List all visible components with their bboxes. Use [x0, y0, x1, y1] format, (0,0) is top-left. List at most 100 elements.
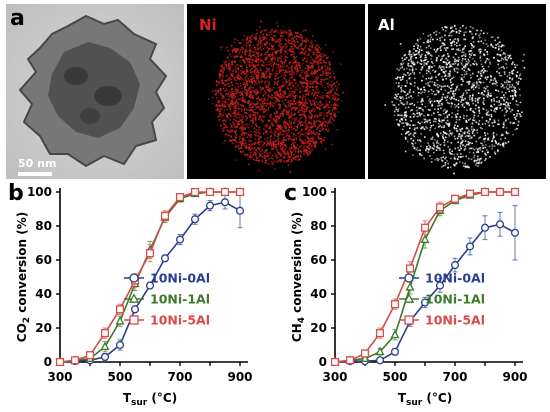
- map-pixel: [239, 91, 241, 94]
- map-pixel: [233, 103, 235, 105]
- map-pixel: [443, 131, 445, 134]
- map-pixel: [479, 77, 482, 80]
- map-pixel: [477, 150, 479, 152]
- map-pixel: [461, 99, 463, 102]
- map-pixel: [517, 83, 519, 85]
- map-pixel: [289, 84, 291, 86]
- map-pixel: [431, 55, 433, 57]
- map-pixel: [445, 99, 448, 102]
- map-pixel: [436, 57, 438, 59]
- map-pixel: [423, 115, 425, 117]
- map-pixel: [310, 140, 312, 142]
- map-pixel: [331, 70, 334, 73]
- map-pixel: [452, 56, 455, 59]
- map-pixel: [288, 110, 290, 113]
- map-pixel: [245, 90, 248, 93]
- map-pixel: [258, 34, 261, 37]
- map-pixel: [239, 69, 242, 72]
- map-pixel: [262, 33, 264, 36]
- map-pixel: [306, 123, 308, 126]
- map-pixel: [265, 144, 268, 146]
- map-pixel: [250, 71, 252, 74]
- map-pixel: [475, 62, 478, 65]
- map-pixel: [274, 51, 276, 53]
- map-pixel: [301, 40, 304, 42]
- map-pixel: [403, 54, 406, 57]
- map-pixel: [479, 48, 482, 50]
- map-pixel: [487, 76, 489, 78]
- map-pixel: [246, 84, 249, 86]
- y-tick-label: 20: [310, 321, 327, 335]
- map-pixel: [266, 41, 268, 44]
- map-pixel: [404, 122, 407, 124]
- map-pixel: [288, 90, 291, 93]
- map-pixel: [462, 102, 465, 105]
- map-pixel: [295, 101, 298, 103]
- map-pixel: [305, 118, 307, 120]
- map-pixel: [289, 125, 291, 128]
- map-pixel: [312, 68, 314, 70]
- map-pixel: [271, 122, 274, 125]
- map-pixel: [248, 95, 250, 98]
- map-pixel: [449, 166, 452, 169]
- map-pixel: [306, 85, 309, 87]
- map-pixel: [486, 51, 489, 53]
- al-signal-dots: [384, 24, 526, 175]
- map-pixel: [327, 82, 329, 85]
- map-pixel: [333, 81, 336, 84]
- map-pixel: [329, 91, 331, 93]
- map-pixel: [282, 133, 285, 136]
- map-pixel: [413, 85, 416, 87]
- map-pixel: [321, 97, 323, 100]
- map-pixel: [423, 64, 425, 66]
- map-pixel: [313, 145, 315, 148]
- map-pixel: [283, 120, 286, 122]
- map-pixel: [222, 70, 224, 73]
- map-pixel: [240, 145, 243, 148]
- map-pixel: [408, 65, 410, 67]
- map-pixel: [248, 55, 251, 57]
- map-pixel: [251, 118, 254, 120]
- map-pixel: [241, 108, 243, 111]
- map-pixel: [227, 64, 230, 67]
- map-pixel: [464, 98, 466, 100]
- map-pixel: [458, 88, 460, 91]
- map-pixel: [472, 46, 475, 48]
- map-pixel: [245, 70, 248, 72]
- map-pixel: [436, 38, 438, 41]
- map-pixel: [517, 110, 519, 112]
- map-pixel: [227, 56, 230, 58]
- map-pixel: [325, 62, 328, 64]
- map-pixel: [430, 47, 432, 49]
- map-pixel: [331, 143, 333, 146]
- legend-label: 10Ni-0Al: [150, 271, 210, 286]
- map-pixel: [322, 127, 324, 130]
- map-pixel: [295, 56, 298, 58]
- map-pixel: [478, 159, 481, 161]
- map-pixel: [258, 128, 260, 131]
- map-pixel: [326, 69, 328, 72]
- map-pixel: [436, 157, 438, 160]
- map-pixel: [282, 64, 285, 66]
- map-pixel: [471, 97, 474, 99]
- map-pixel: [464, 58, 467, 61]
- map-pixel: [439, 39, 442, 42]
- map-pixel: [412, 143, 414, 145]
- map-pixel: [405, 97, 408, 100]
- map-pixel: [256, 74, 258, 77]
- map-pixel: [299, 133, 302, 136]
- map-pixel: [263, 151, 266, 154]
- map-pixel: [400, 102, 403, 104]
- map-pixel: [297, 102, 299, 104]
- map-pixel: [307, 152, 310, 155]
- map-pixel: [254, 108, 257, 111]
- map-pixel: [299, 121, 301, 124]
- map-pixel: [294, 119, 296, 122]
- map-pixel: [485, 43, 488, 45]
- data-point: [235, 187, 245, 197]
- map-pixel: [446, 47, 448, 49]
- map-pixel: [250, 58, 253, 60]
- map-pixel: [395, 97, 397, 100]
- map-pixel: [506, 98, 509, 100]
- map-pixel: [436, 145, 439, 147]
